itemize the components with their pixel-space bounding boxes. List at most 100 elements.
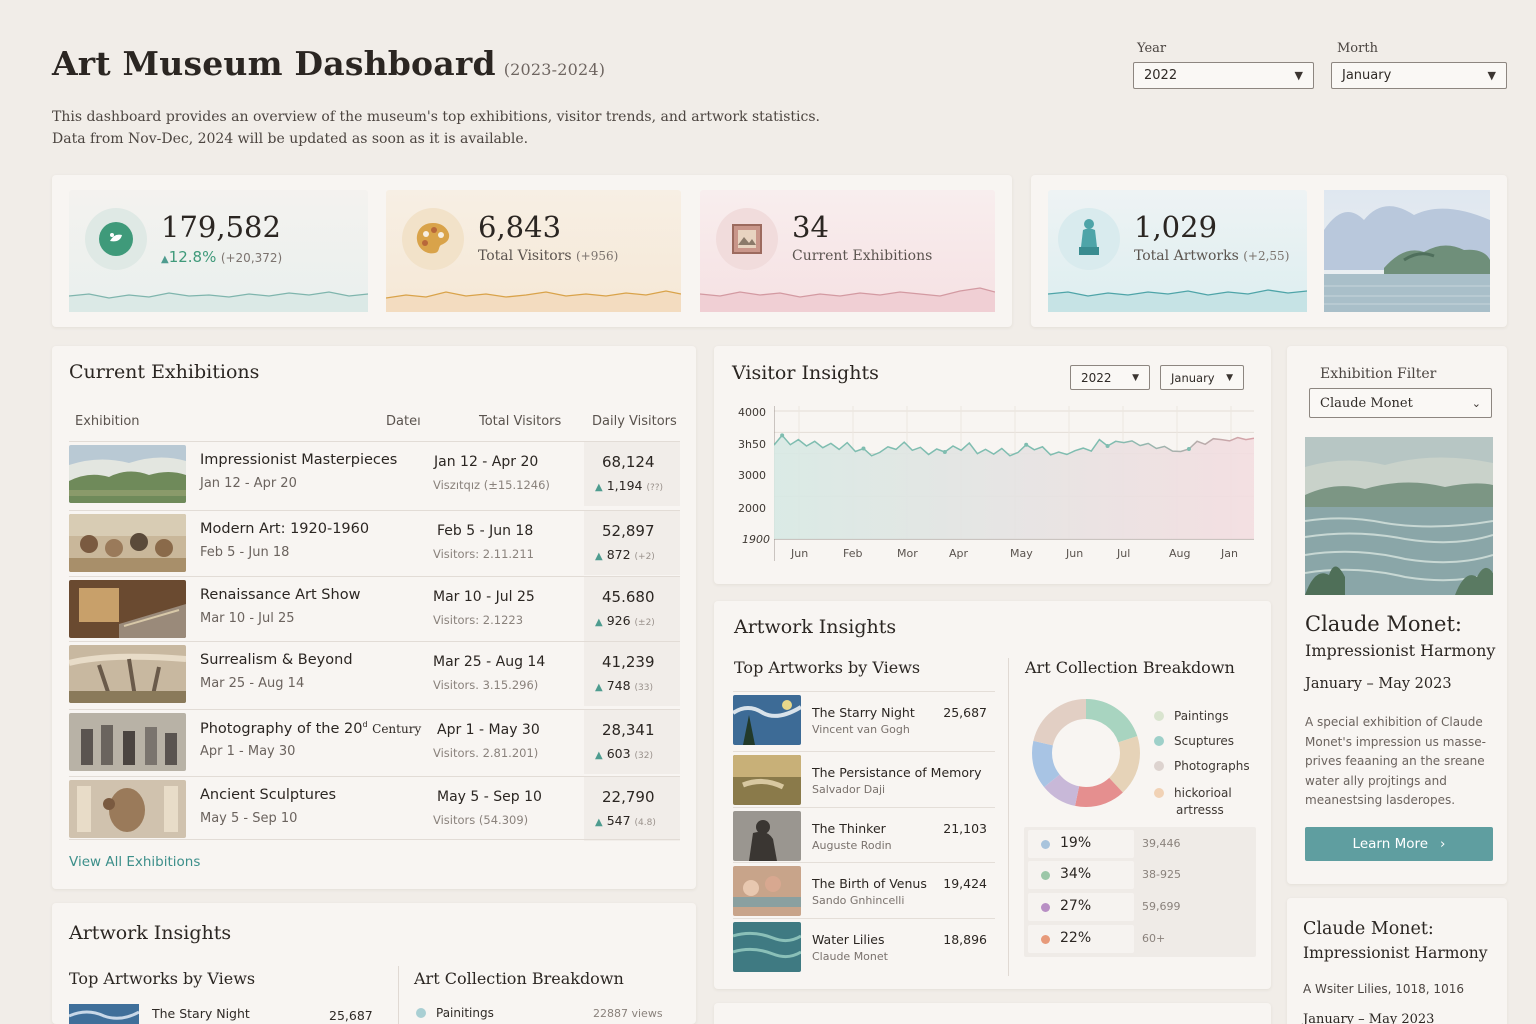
artwork-row[interactable]: The Birth of Venus Sando Gnhincelli 19,4… <box>733 862 995 918</box>
daily-delta: (??) <box>646 483 664 493</box>
lower-artwork-name: The Stary Night <box>152 1006 250 1021</box>
table-row[interactable]: Photography of the 20d Century Apr 1 - M… <box>69 709 680 774</box>
learn-more-button[interactable]: Learn More › <box>1305 827 1493 861</box>
exhibition-thumbnail <box>69 780 186 838</box>
legend-dot <box>416 1008 426 1018</box>
year-label: Year <box>1137 41 1167 56</box>
exhibition-filter-select[interactable]: Claude Monet ⌄ <box>1309 388 1492 418</box>
exhibition-subtitle: Impressionist Harmony <box>1305 641 1496 660</box>
chevron-down-icon: ▼ <box>1132 372 1139 383</box>
daily-column-bg <box>584 511 680 575</box>
kpi-card-artworks: 1,029 Total Artworks (+2,55) <box>1048 190 1307 312</box>
pct-dot <box>1041 903 1050 912</box>
artwork-views: 21,103 <box>943 821 987 836</box>
y-tick-label: 3h50 <box>738 438 766 451</box>
data-point <box>1024 442 1029 447</box>
visitor-month-select[interactable]: January ▼ <box>1160 365 1244 390</box>
exhibition-filter-panel <box>1287 346 1507 884</box>
breakdown-row: 27% 59,699 <box>1028 893 1250 921</box>
table-row[interactable]: Modern Art: 1920-1960 Feb 5 - Jun 18 Feb… <box>69 510 680 575</box>
table-row[interactable]: Impressionist Masterpieces Jan 12 - Apr … <box>69 441 680 506</box>
visitor-year-select[interactable]: 2022 ▼ <box>1070 365 1150 390</box>
exhibition-range: May 5 - Sep 10 <box>437 789 542 805</box>
daily-column-bg <box>584 577 680 641</box>
legend-label-continued: artresss <box>1176 803 1224 817</box>
exhibition-range: Jan 12 - Apr 20 <box>434 454 539 470</box>
legend-label: Paintings <box>1174 709 1229 723</box>
palette-icon <box>416 223 450 254</box>
lower-insights-panel <box>52 903 696 1024</box>
legend-item: Paintings <box>1154 709 1229 723</box>
year-select[interactable]: 2022 ▼ <box>1133 62 1314 89</box>
sparkline <box>386 290 681 312</box>
data-point <box>1105 443 1110 448</box>
daily-delta: (+2) <box>634 552 655 562</box>
exhibition-total: 22,790 <box>602 788 655 806</box>
view-all-exhibitions-link[interactable]: View All Exhibitions <box>69 854 201 870</box>
column-header-total[interactable]: Total Visitors <box>479 414 562 429</box>
exhibition-filter-label: Exhibition Filter <box>1320 366 1437 382</box>
chevron-down-icon: ▼ <box>1294 69 1303 82</box>
exhibition-thumbnail <box>69 645 186 703</box>
exhibition-visitors: Visitors: 2.1223 <box>433 613 524 627</box>
daily-delta: (4.8) <box>634 818 656 828</box>
column-header-dates[interactable]: Dateı <box>386 414 421 429</box>
visitor-year-value: 2022 <box>1081 370 1112 385</box>
x-tick-label: Feb <box>843 547 863 560</box>
column-header-exhibition[interactable]: Exhibition <box>75 414 140 429</box>
pct-dot <box>1041 935 1050 944</box>
artwork-insights-title: Artwork Insights <box>734 616 897 638</box>
arrow-up-icon: ▲ <box>595 617 603 628</box>
sparkline <box>700 287 995 312</box>
daily-value: 1,194 <box>606 478 643 493</box>
exhibition-visitors: Visitors. 3.15.296) <box>433 678 539 692</box>
table-row[interactable]: Renaissance Art Show Mar 10 - Jul 25 Mar… <box>69 576 680 641</box>
legend-dot <box>1154 788 1164 798</box>
exhibition-filter-value: Claude Monet <box>1320 395 1413 411</box>
y-tick-label: 2000 <box>738 502 766 515</box>
artwork-thumbnail <box>733 866 801 916</box>
visitor-area-fill <box>774 435 1254 539</box>
starry-night-thumbnail <box>69 1004 139 1024</box>
exhibition-name: Surrealism & Beyond <box>200 652 353 668</box>
legend-dot <box>1154 761 1164 771</box>
data-point <box>861 446 866 451</box>
arrow-up-icon: ▲ <box>595 482 603 493</box>
page-description: This dashboard provides an overview of t… <box>52 106 852 150</box>
exhibition-name-main: Photography of the 20 <box>200 720 363 737</box>
artwork-name: The Starry Night <box>812 705 915 720</box>
exhibition-thumbnail <box>69 713 186 771</box>
chevron-down-icon: ▼ <box>1226 372 1233 383</box>
legend-item: hickorioal <box>1154 786 1232 800</box>
landscape-painting-image <box>1324 190 1490 312</box>
exhibition-visitors: Viszıtqız (±15.1246) <box>433 478 550 492</box>
kpi-label: Total Artworks <box>1134 248 1239 264</box>
exhibition-name: Renaissance Art Show <box>200 587 361 603</box>
artwork-row[interactable]: The Starry Night Vincent van Gogh 25,687 <box>733 691 995 747</box>
kpi-icon-wrap <box>402 208 464 270</box>
year-select-value: 2022 <box>1144 68 1178 83</box>
card2-dates: January – May 2023 <box>1303 1012 1435 1024</box>
lower-legend-label: Painitings <box>436 1006 494 1020</box>
artwork-row[interactable]: The Persistance of Memory Salvador Daji <box>733 751 995 807</box>
description-line-1: This dashboard provides an overview of t… <box>52 109 821 125</box>
kpi-card-exhibitions: 34 Current Exhibitions <box>700 190 995 312</box>
frame-icon <box>732 224 762 254</box>
arrow-up-icon: ▲ <box>161 254 169 265</box>
donut-slice-3 <box>1032 699 1140 807</box>
month-select[interactable]: January ▼ <box>1331 62 1507 89</box>
daily-value: 547 <box>606 813 631 828</box>
data-point <box>1186 446 1191 451</box>
kpi-delta: (+956) <box>575 249 619 263</box>
artwork-row[interactable]: The Thinker Auguste Rodin 21,103 <box>733 807 995 863</box>
arrow-up-icon: ▲ <box>595 682 603 693</box>
kpi-value: 34 <box>792 210 829 244</box>
exhibition-range: Mar 25 - Aug 14 <box>433 654 546 670</box>
column-header-daily[interactable]: Daily Visitors <box>592 414 677 429</box>
table-row[interactable]: Ancient Sculptures May 5 - Sep 10 May 5 … <box>69 776 680 841</box>
chevron-down-icon: ⌄ <box>1471 396 1481 410</box>
table-row[interactable]: Surrealism & Beyond Mar 25 - Aug 14 Mar … <box>69 641 680 706</box>
artwork-row[interactable]: Water Lilies Claude Monet 18,896 <box>733 918 995 974</box>
exhibition-card-2 <box>1287 898 1507 1024</box>
kpi-value: 6,843 <box>478 210 562 244</box>
